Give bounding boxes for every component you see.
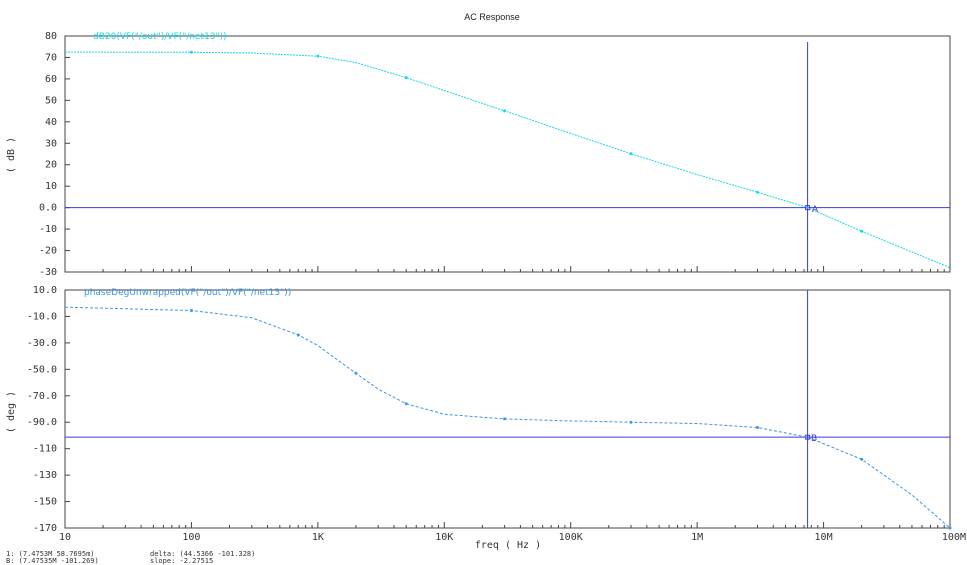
ytick-label: -50.0 — [27, 364, 57, 375]
ytick-label: -130 — [33, 470, 57, 481]
series-point — [189, 308, 193, 312]
series-point — [296, 333, 300, 337]
slope-status: slope: -2.27515 — [150, 558, 213, 565]
xtick-label: 10 — [59, 532, 71, 543]
delta-status: delta: (44.5366 -101.328) — [150, 551, 255, 558]
ytick-label: -90.0 — [27, 417, 57, 428]
series-point — [354, 371, 358, 375]
xtick-label: 1M — [691, 532, 703, 543]
magnitude-panel: dB20(VF("/out")/VF("/net13")) ( dB ) 80 7… — [6, 31, 951, 278]
magnitude-series-line — [65, 51, 951, 269]
ytick-label: 40 — [45, 117, 57, 128]
series-point — [316, 54, 320, 58]
ytick-label: -150 — [33, 497, 57, 508]
phase-ylabel: ( deg ) — [6, 391, 17, 433]
ytick-label: 20 — [45, 160, 57, 171]
freq-xlabel: freq ( Hz ) — [475, 540, 541, 551]
ytick-label: 80 — [45, 31, 57, 42]
series-point — [404, 402, 408, 406]
series-point — [189, 50, 193, 54]
freq-xticks: 10 100 1K 10K 100K 1M 10M 100M — [59, 266, 966, 543]
ytick-label: -30 — [39, 267, 57, 278]
ytick-label: 30 — [45, 138, 57, 149]
series-point — [948, 526, 952, 530]
ytick-label: -70.0 — [27, 391, 57, 402]
cursor-status-2: B: (7.47535M -101.269) — [6, 558, 99, 565]
phase-series-line — [64, 306, 951, 529]
magnitude-series-points — [189, 50, 864, 233]
phase-marker-lines — [65, 290, 950, 528]
magnitude-marker-lines — [65, 42, 950, 272]
ytick-label: 50 — [45, 95, 57, 106]
series-point — [860, 229, 864, 233]
cursor-status-1: 1: (7.4753M 58.7695m) — [6, 551, 95, 558]
xtick-label: 10K — [435, 532, 453, 543]
phase-series-points — [189, 308, 952, 530]
series-point — [629, 420, 633, 424]
magnitude-legend-label: dB20(VF("/out")/VF("/net13")) — [93, 32, 227, 42]
ytick-label: 10 — [45, 181, 57, 192]
ytick-label: -10.0 — [27, 311, 57, 322]
cursor-b-readout: B: (7.47535M -101.269) — [6, 557, 99, 565]
chart-title: AC Response — [464, 12, 520, 22]
phase-yticks: 10.0 -10.0 -30.0 -50.0 -70.0 -90.0 -110 -130 -15… — [27, 285, 70, 534]
series-point — [755, 190, 759, 194]
slope-readout: slope: -2.27515 — [150, 557, 214, 565]
ytick-label: -30.0 — [27, 338, 57, 349]
xtick-label: 1K — [312, 532, 324, 543]
phase-legend-label: phaseDegUnwrapped(VF("/out")/VF("/net13"… — [84, 288, 291, 298]
cursor-a-readout: 1: (7.4753M 58.7695m) — [6, 550, 95, 558]
ytick-label: -110 — [33, 444, 57, 455]
ytick-label: 60 — [45, 74, 57, 85]
ytick-label: 0.0 — [39, 203, 57, 214]
ytick-label: 70 — [45, 52, 57, 63]
phase-panel: phaseDegUnwrapped(VF("/out")/VF("/net13"… — [6, 266, 966, 551]
magnitude-ylabel: ( dB ) — [6, 137, 17, 173]
ytick-label: 10.0 — [33, 285, 57, 296]
ytick-label: -20 — [39, 246, 57, 257]
xtick-label: 100K — [559, 532, 583, 543]
xtick-label: 100 — [182, 532, 200, 543]
series-point — [503, 417, 507, 421]
series-point — [860, 457, 864, 461]
series-point — [629, 152, 633, 156]
ytick-label: -170 — [33, 523, 57, 534]
marker-b-label: B — [811, 434, 817, 444]
xtick-label: 10M — [815, 532, 833, 543]
marker-a-label: A — [812, 205, 819, 215]
series-point — [755, 426, 759, 430]
delta-readout: delta: (44.5366 -101.328) — [150, 550, 256, 558]
marker-point — [805, 205, 811, 211]
series-point — [404, 76, 408, 80]
series-point — [503, 109, 507, 113]
xtick-label: 100M — [942, 532, 966, 543]
ytick-label: -10 — [39, 224, 57, 235]
